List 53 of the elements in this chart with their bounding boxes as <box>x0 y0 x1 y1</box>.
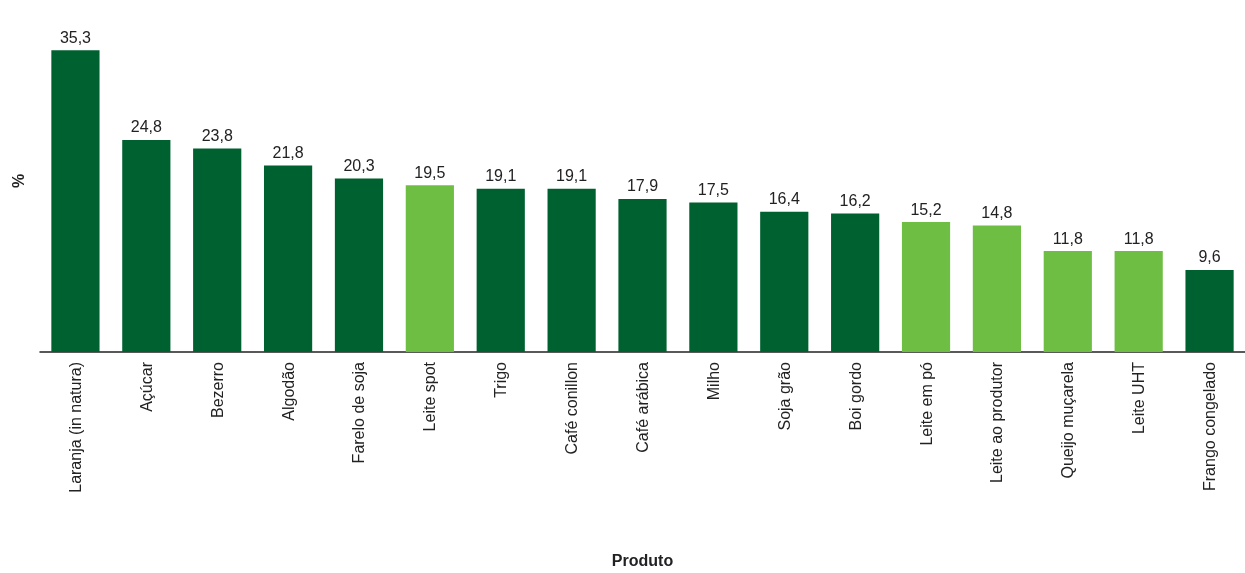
data-label: 15,2 <box>910 200 942 218</box>
data-label: 19,1 <box>556 167 588 185</box>
bar <box>476 188 525 352</box>
data-label: 16,2 <box>839 191 871 209</box>
data-label: 17,9 <box>626 177 659 195</box>
x-tick-label: Frango congelado <box>1201 361 1219 491</box>
x-tick-label: Leite spot <box>421 361 439 432</box>
x-tick-label: Café conillon <box>563 362 581 455</box>
bar <box>334 178 384 352</box>
bar <box>831 213 880 352</box>
data-label: 19,5 <box>414 163 446 181</box>
data-label: 23,8 <box>201 127 233 145</box>
x-tick-label: Soja grão <box>775 361 793 431</box>
x-tick-label: Açúcar <box>137 361 155 412</box>
data-label: 11,8 <box>1052 229 1083 247</box>
x-tick-label: Queijo muçarela <box>1059 361 1077 479</box>
data-label: 24,8 <box>130 118 162 136</box>
data-label: 35,3 <box>59 28 92 46</box>
bar <box>689 202 738 352</box>
bar <box>263 165 313 352</box>
x-tick-label: Milho <box>704 361 722 401</box>
bar <box>193 148 242 352</box>
x-axis-title: Produto <box>611 551 674 569</box>
bar <box>760 211 809 352</box>
bar <box>122 139 171 352</box>
data-label: 14,8 <box>981 203 1013 221</box>
bar <box>618 198 667 352</box>
data-label: 19,1 <box>485 167 517 185</box>
x-tick-label: Bezerro <box>208 361 226 419</box>
bar <box>1185 269 1234 352</box>
x-tick-label: Leite UHT <box>1130 361 1148 435</box>
x-tick-label: Farelo de soja <box>350 361 368 464</box>
data-label: 17,5 <box>697 180 730 198</box>
x-tick-label: Algodão <box>279 361 297 421</box>
bar <box>405 185 454 352</box>
bar <box>901 222 951 352</box>
data-label: 11,8 <box>1123 229 1154 247</box>
x-tick-label: Laranja (in natura) <box>66 362 84 493</box>
data-label: 20,3 <box>343 156 375 174</box>
data-label: 9,6 <box>1198 248 1221 266</box>
x-tick-label: Boi gordo <box>846 361 864 431</box>
x-tick-label: Café arábica <box>634 361 651 453</box>
x-tick-label: Trigo <box>492 361 510 398</box>
data-label: 16,4 <box>768 190 800 208</box>
bar <box>1114 251 1163 352</box>
y-axis-title: % <box>9 173 27 189</box>
data-label: 21,8 <box>272 144 304 162</box>
bar <box>51 50 100 352</box>
bar <box>1043 251 1092 352</box>
bar <box>972 225 1022 352</box>
bar <box>547 188 596 352</box>
x-tick-label: Leite em pó <box>917 361 935 446</box>
x-tick-label: Leite ao produtor <box>988 361 1006 483</box>
